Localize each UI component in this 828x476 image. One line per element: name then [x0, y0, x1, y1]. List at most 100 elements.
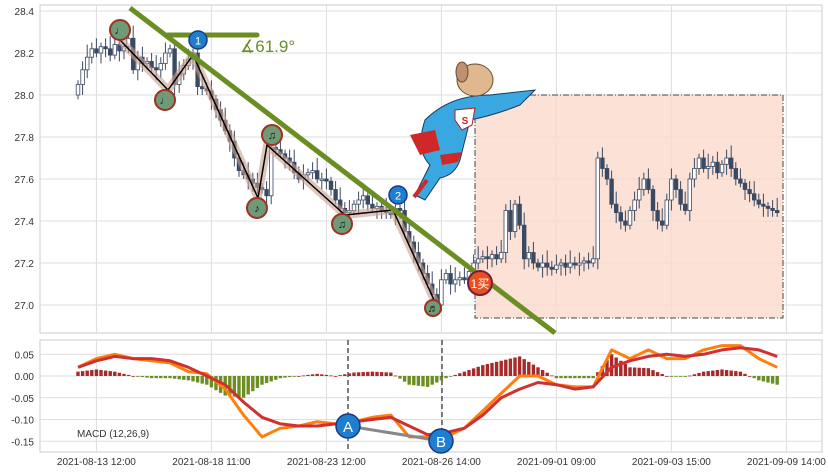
candle-body: [627, 210, 633, 226]
signal-line: [77, 346, 778, 437]
histogram-bar: [191, 376, 195, 382]
histogram-bar: [563, 376, 568, 379]
candle: [310, 162, 315, 179]
candle-body: [742, 182, 748, 190]
candle: [646, 168, 651, 194]
candle-body: [614, 203, 619, 213]
zigzag-line: [119, 39, 436, 303]
candle: [595, 151, 600, 270]
candle: [498, 239, 504, 263]
candle-body: [360, 195, 366, 201]
histogram-bar: [591, 376, 595, 379]
candle-body: [545, 262, 550, 268]
y-tick-label: -0.15: [11, 437, 34, 448]
candle: [627, 206, 633, 230]
candle: [568, 250, 573, 274]
histogram-bar: [320, 374, 324, 376]
histogram-bar: [379, 372, 384, 376]
histogram-bar: [264, 376, 269, 384]
histogram-bar: [692, 374, 697, 376]
candle-body: [696, 157, 702, 169]
y-tick-label: 0.00: [15, 372, 35, 383]
histogram-bar: [499, 360, 503, 376]
music-note-icon: ♩: [160, 95, 171, 107]
candle-body: [489, 254, 495, 260]
histogram-bar: [550, 375, 554, 377]
histogram-bar: [172, 376, 177, 379]
candle-body: [462, 277, 467, 281]
candle-body: [264, 189, 269, 197]
candle-body: [365, 195, 370, 205]
candle-body: [591, 258, 596, 264]
candle-body: [526, 252, 531, 260]
histogram-bar: [228, 376, 232, 397]
histogram-bar: [752, 376, 756, 379]
candle: [600, 147, 605, 177]
candle-body: [314, 170, 320, 180]
candle: [581, 256, 587, 272]
candle-body: [632, 199, 637, 211]
histogram-bar: [494, 361, 499, 376]
superhero-mascot-image: S: [410, 61, 537, 201]
histogram-bar: [715, 370, 720, 376]
candle: [706, 153, 711, 179]
histogram-bar: [90, 370, 94, 376]
candle: [545, 250, 550, 276]
histogram-bar: [660, 374, 664, 376]
y-tick-label: 27.4: [15, 217, 35, 228]
candle-body: [747, 189, 752, 195]
histogram-bar: [711, 370, 715, 376]
histogram-bar: [701, 371, 706, 376]
candle: [765, 202, 771, 217]
histogram-bar: [315, 373, 319, 376]
candle-body: [485, 256, 490, 260]
candle-body: [683, 203, 688, 211]
histogram-bar: [559, 376, 563, 379]
histogram-bar: [453, 374, 457, 376]
candle-body: [586, 260, 591, 264]
histogram-bar: [94, 369, 99, 376]
candle: [535, 258, 541, 272]
y-tick-label: -0.05: [11, 394, 34, 405]
candle-body: [503, 210, 508, 253]
histogram-bar: [237, 376, 241, 398]
candle: [609, 170, 614, 209]
histogram-bar: [384, 372, 388, 376]
candle: [719, 160, 725, 177]
histogram-bar: [743, 373, 747, 376]
x-tick-label: 2021-08-13 12:00: [57, 457, 136, 468]
pattern-marker: ♫: [331, 213, 353, 235]
marker-circle: [331, 213, 353, 235]
x-tick-label: 2021-08-18 11:00: [172, 457, 251, 468]
histogram-bar: [136, 376, 140, 377]
pattern-marker: ♩: [154, 89, 176, 111]
candle: [75, 80, 81, 100]
histogram-bar: [582, 376, 586, 379]
histogram-bar: [513, 357, 517, 376]
y-tick-label: 0.05: [15, 350, 35, 361]
candle: [669, 168, 674, 211]
candle: [85, 44, 90, 79]
candle: [314, 158, 320, 184]
histogram-bar: [366, 371, 370, 376]
histogram-bar: [163, 376, 168, 379]
candle: [522, 212, 527, 270]
histogram-bar: [333, 376, 338, 377]
histogram-bar: [283, 376, 287, 378]
buy-signal-marker: 1买: [467, 270, 493, 296]
candle-body: [167, 48, 173, 54]
histogram-bar: [439, 376, 444, 381]
candle: [770, 200, 775, 217]
candle: [673, 174, 679, 198]
candle: [319, 172, 324, 190]
music-note-icon: ♬: [428, 303, 439, 315]
divergence-connector: [347, 424, 442, 443]
candle-body: [517, 203, 522, 226]
candle: [508, 200, 513, 240]
histogram-bar: [324, 374, 329, 376]
histogram-bar: [241, 376, 246, 398]
candle: [531, 242, 536, 270]
candle-body: [595, 157, 600, 260]
histogram-bar: [99, 370, 103, 376]
candle-body: [646, 178, 651, 190]
